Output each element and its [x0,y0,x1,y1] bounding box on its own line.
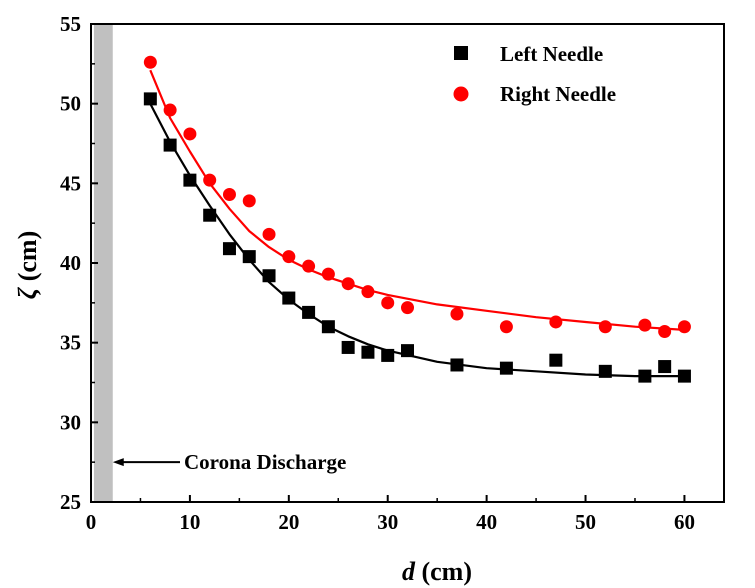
point-left-needle [658,360,672,374]
y-tick-label: 45 [60,171,81,195]
y-tick-label: 40 [60,251,81,275]
y-axis-title-unit: (cm) [13,231,42,288]
point-right-needle [143,55,157,69]
point-left-needle [222,242,236,256]
x-tick-label: 30 [377,510,398,534]
y-tick-label: 50 [60,92,81,116]
x-tick-label: 40 [476,510,497,534]
x-axis-title-unit: (cm) [415,557,472,586]
legend-marker-right-needle [453,86,469,102]
point-right-needle [450,307,464,321]
x-tick-label: 0 [86,510,97,534]
point-left-needle [401,344,414,358]
x-tick-label: 50 [575,510,596,534]
point-left-needle [203,208,217,222]
point-right-needle [499,320,513,334]
plot-frame [90,23,725,503]
legend: Left Needle Right Needle [453,42,616,106]
point-left-needle [143,92,157,106]
y-tick-label: 25 [60,490,81,514]
point-right-needle [341,277,355,291]
point-right-needle [262,227,276,241]
legend-marker-left-needle [454,46,468,60]
point-left-needle [450,358,464,372]
point-right-needle [401,301,414,315]
y-tick-label: 55 [60,12,81,36]
x-axis-title: d (cm) [402,557,472,586]
point-left-needle [677,369,691,383]
point-right-needle [361,285,375,299]
y-tick-label: 35 [60,331,81,355]
x-tick-label: 60 [674,510,695,534]
point-right-needle [222,187,236,201]
point-right-needle [203,173,217,187]
axis-ticks: 0 10 20 30 40 50 60 25 30 35 40 45 50 55 [60,12,695,534]
corona-annotation: Corona Discharge [112,450,346,474]
point-left-needle [638,369,652,383]
point-left-needle [262,269,276,283]
point-right-needle [242,194,256,208]
x-tick-label: 10 [179,510,200,534]
point-left-needle [361,345,375,359]
x-tick-label: 20 [278,510,299,534]
legend-label-right-needle: Right Needle [500,82,616,106]
point-right-needle [302,259,316,273]
shaded-region [93,25,113,501]
point-right-needle [549,315,563,329]
legend-label-left-needle: Left Needle [500,42,603,66]
point-left-needle [499,361,513,375]
point-right-needle [658,325,672,339]
point-left-needle [341,340,355,354]
point-left-needle [321,320,335,334]
point-right-needle [677,320,691,334]
point-left-needle [598,364,612,378]
annotation-text: Corona Discharge [184,450,346,474]
y-tick-label: 30 [60,410,81,434]
point-left-needle [282,291,296,305]
point-right-needle [638,318,652,332]
point-right-needle [282,250,296,264]
point-left-needle [302,305,316,319]
point-left-needle [183,173,197,187]
point-right-needle [321,267,335,281]
point-right-needle [598,320,612,334]
fit-line-left-needle [149,103,685,378]
point-left-needle [242,250,256,264]
y-axis-title-var: ζ [13,286,42,299]
point-left-needle [163,138,177,152]
y-axis-title: ζ (cm) [13,231,42,299]
point-right-needle [381,296,395,310]
point-left-needle [549,353,563,367]
data-points [143,55,691,383]
x-axis-title-var: d [402,557,416,586]
annotation-arrowhead [112,458,124,467]
point-left-needle [381,348,395,362]
point-right-needle [183,127,197,141]
point-right-needle [163,103,177,117]
